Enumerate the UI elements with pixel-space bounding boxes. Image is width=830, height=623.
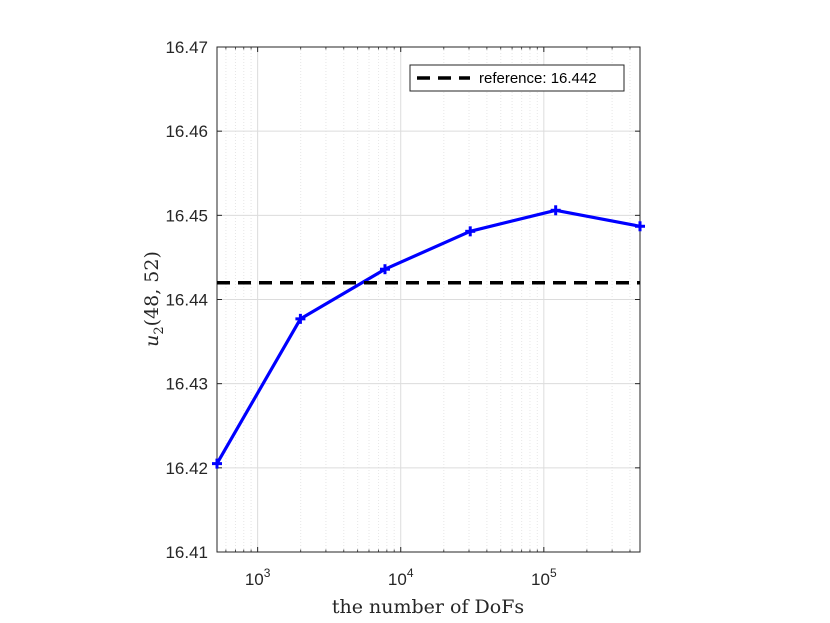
y-tick-label: 16.41 [165, 543, 208, 562]
data-point-marker [379, 264, 390, 275]
series-line [215, 208, 641, 465]
x-tick-label: 104 [388, 566, 414, 589]
axis-ticks [217, 46, 640, 553]
x-tick-label-exp: 5 [550, 566, 557, 580]
x-tick-label-base: 10 [531, 570, 550, 589]
y-axis-title-sub: 2 [152, 326, 167, 334]
data-point-marker [295, 313, 306, 324]
x-tick-label-base: 10 [245, 570, 264, 589]
data-point-marker [212, 458, 222, 469]
y-tick-labels: 16.41 16.42 16.43 16.44 16.45 16.46 16.47 [165, 38, 208, 562]
x-tick-label-exp: 4 [407, 566, 414, 580]
legend: reference: 16.442 [409, 64, 625, 92]
y-tick-label: 16.42 [165, 459, 208, 478]
x-tick-label-base: 10 [388, 570, 407, 589]
x-axis-title: the number of DoFs [332, 596, 524, 618]
y-tick-label: 16.43 [165, 375, 208, 394]
series-layer [212, 205, 645, 469]
x-tick-label: 103 [245, 566, 271, 589]
x-tick-label: 105 [531, 566, 557, 589]
y-tick-label: 16.46 [165, 122, 208, 141]
y-tick-label: 16.45 [165, 206, 208, 225]
data-point-marker [635, 221, 645, 232]
data-point-marker [550, 205, 561, 216]
x-tick-labels: 103 104 105 [245, 566, 557, 589]
legend-entry-reference: reference: 16.442 [479, 70, 597, 87]
y-axis-title-args: (48, 52) [141, 251, 163, 326]
y-tick-label: 16.47 [165, 38, 208, 57]
y-tick-label: 16.44 [165, 291, 208, 310]
y-axis-title: u2(48, 52) [141, 251, 167, 347]
data-point-marker [465, 226, 476, 237]
x-tick-label-exp: 3 [264, 566, 271, 580]
y-axis-title-base: u [141, 335, 163, 347]
